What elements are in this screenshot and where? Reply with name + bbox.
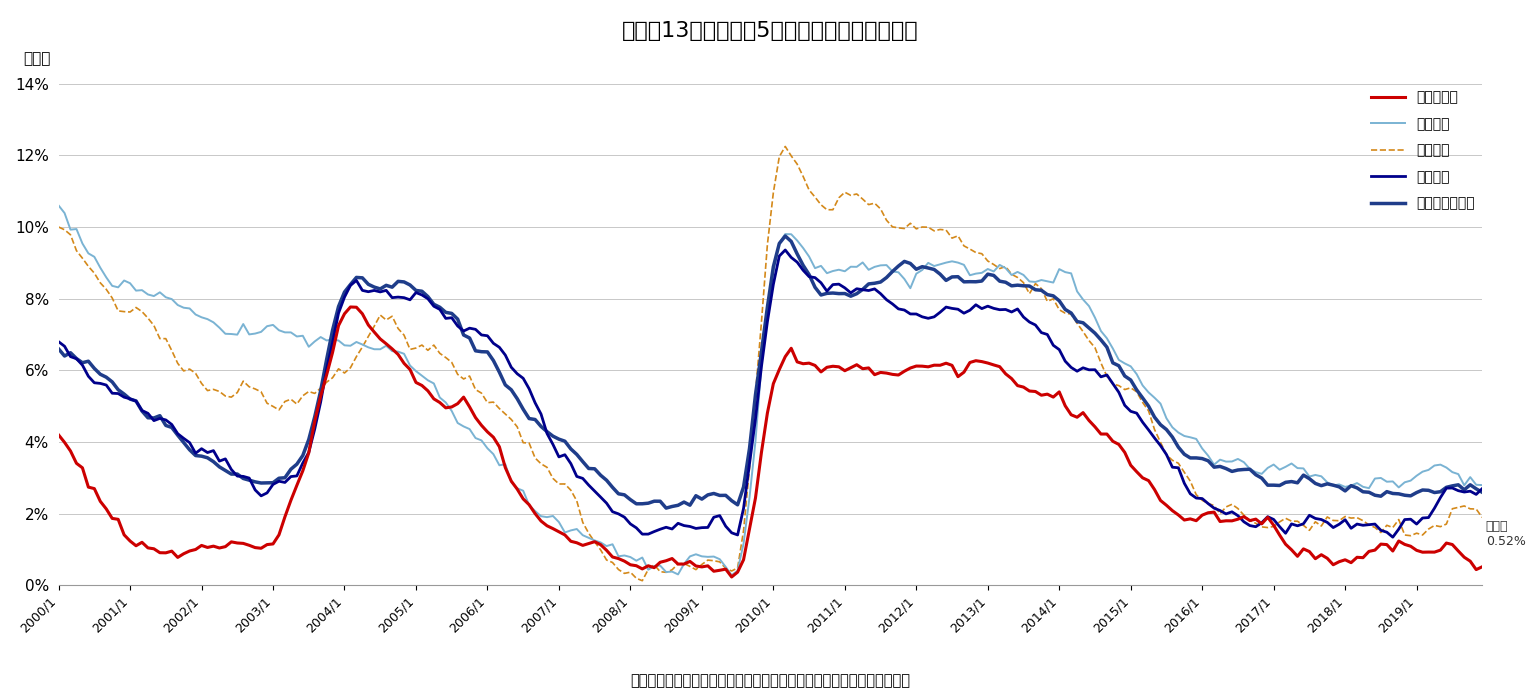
Text: 大規模
0.52%: 大規模 0.52% <box>1486 520 1526 548</box>
Text: 空室率: 空室率 <box>23 51 51 66</box>
Legend: 大規模ビル, 大型ビル, 中型ビル, 小型ビル, 全体平均空室率: 大規模ビル, 大型ビル, 中型ビル, 小型ビル, 全体平均空室率 <box>1371 91 1475 210</box>
Text: 図表－13　東京都心5区の規模別空室率の推移: 図表－13 東京都心5区の規模別空室率の推移 <box>622 21 918 41</box>
Text: （資料）三幸エステートの公表データを基にニッセイ基礎研究所が作成: （資料）三幸エステートの公表データを基にニッセイ基礎研究所が作成 <box>630 673 910 689</box>
